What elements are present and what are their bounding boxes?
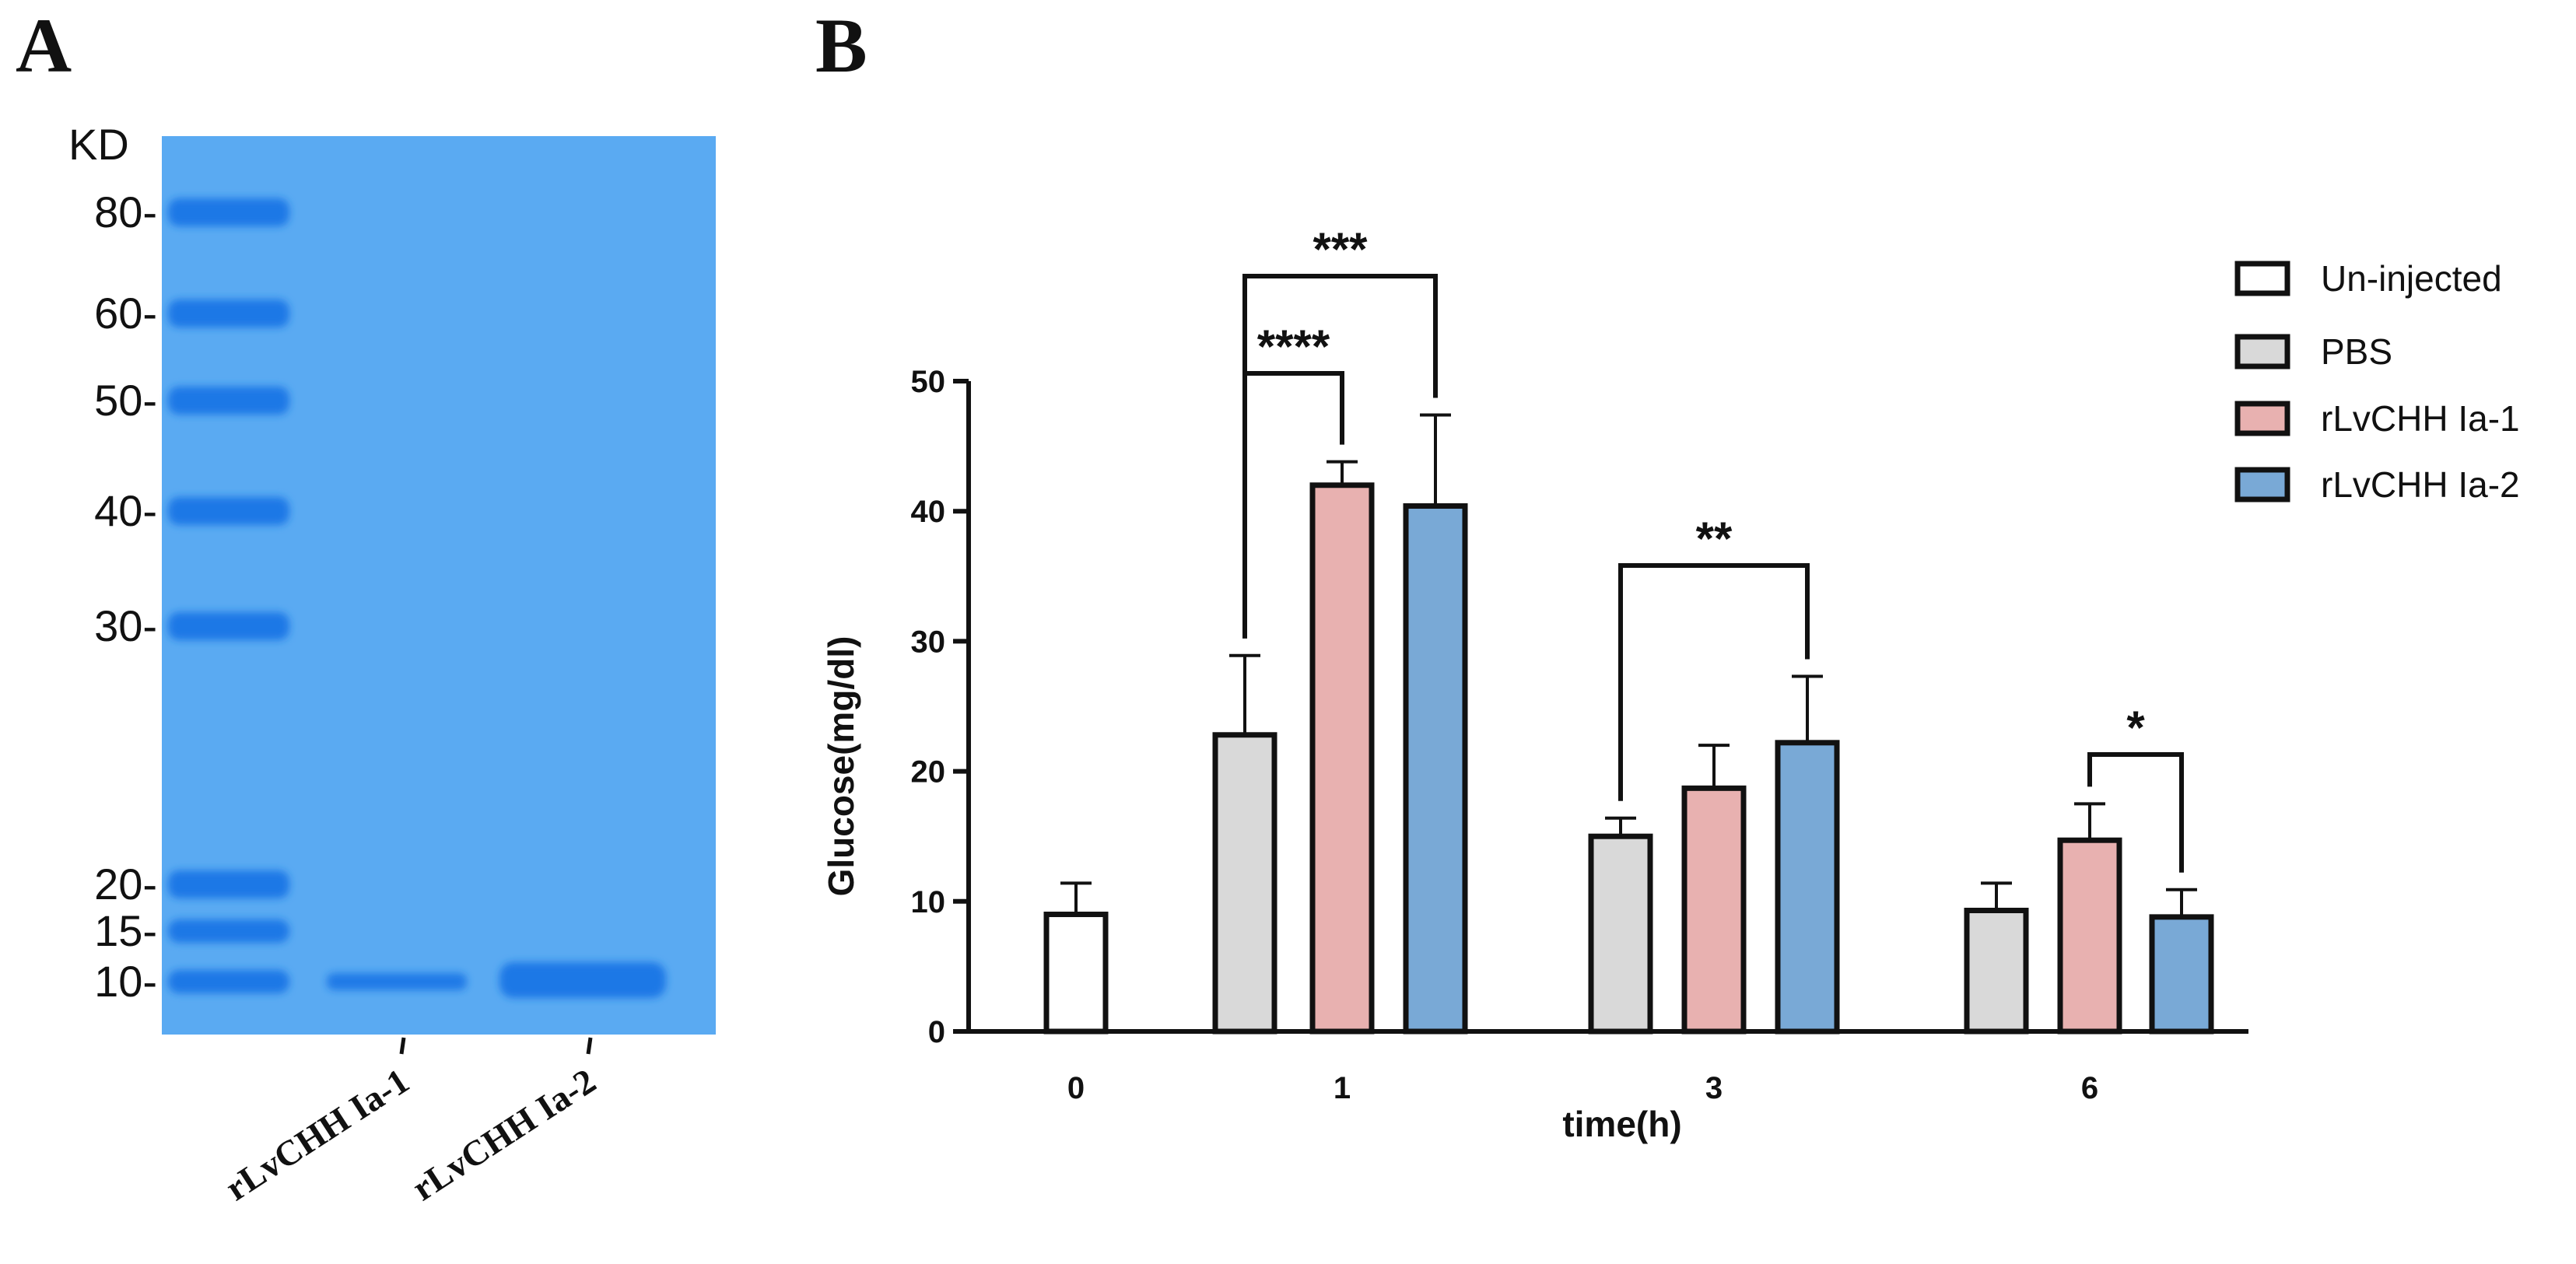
y-tick-label-10: 10 [911, 885, 946, 919]
panel-a: A KD 80- 60- 50- 40- 30- 20-15-10- rLvCHH Ia-… [16, 2, 716, 1208]
significance-bracket-3 [1618, 563, 1810, 801]
significance-bracket-2 [1242, 274, 1438, 639]
y-tick-label-20: 20 [911, 755, 946, 790]
bar-rLvCHH Ia-1-3 [1681, 785, 1747, 1035]
ladder-band-40 [168, 497, 289, 525]
error-bars [1060, 413, 2197, 917]
bar-rLvCHH Ia-2-6 [2149, 914, 2214, 1035]
ladder-band-15 [168, 919, 289, 943]
marker-label-40: 40- [94, 486, 157, 535]
legend-label-Un-injected: Un-injected [2321, 258, 2502, 299]
kd-unit-label: KD [68, 120, 129, 169]
lane-label-2: rLvCHH Ia-2 [405, 1061, 603, 1209]
legend-swatch-Un-injected [2234, 261, 2290, 296]
significance-label-2: *** [1313, 223, 1368, 275]
marker-label-15: 15- [94, 906, 157, 955]
y-tick-label-40: 40 [911, 495, 946, 529]
sds-page-gel [162, 136, 716, 1035]
legend-swatch-PBS [2234, 334, 2290, 369]
marker-label-20: 20- [94, 860, 157, 909]
x-tick-label-1: 1 [1334, 1071, 1351, 1105]
sample-band-lane-2 [499, 962, 666, 998]
significance-label-3: ** [1696, 513, 1733, 565]
bar-PBS-1 [1212, 732, 1277, 1035]
lane-label-1: rLvCHH Ia-1 [219, 1061, 416, 1209]
bar-rLvCHH Ia-1-6 [2057, 837, 2122, 1035]
panel-b-label: B [815, 2, 867, 89]
bar-rLvCHH Ia-1-1 [1309, 482, 1375, 1035]
x-tick-label-0: 0 [1067, 1071, 1085, 1105]
y-axis-title: Glucose(mg/dl) [821, 636, 861, 897]
ladder-band-30 [168, 612, 289, 640]
ladder-band-50 [168, 387, 289, 415]
marker-ladder [168, 198, 289, 993]
marker-label-50: 50- [94, 376, 157, 425]
x-axis: 0 1 3 6 [966, 1029, 2248, 1105]
ladder-band-20 [168, 870, 289, 898]
marker-label-80: 80- [94, 187, 157, 236]
bar-PBS-3 [1588, 833, 1653, 1035]
bar-rLvCHH Ia-2-3 [1775, 740, 1840, 1035]
legend-swatch-rLvCHH Ia-1 [2234, 401, 2290, 436]
legend: Un-injected PBS rLvCHH Ia-1 rLvCHH Ia-2 [2234, 258, 2520, 505]
significance-brackets: ********** [1242, 223, 2184, 873]
significance-label-1: **** [1257, 320, 1330, 373]
y-axis: 0 10 20 30 40 50 [911, 365, 971, 1049]
bars [1043, 482, 2214, 1035]
marker-label-30: 30- [94, 601, 157, 650]
bar-Un-injected-0 [1043, 912, 1109, 1035]
marker-label-10: 10- [94, 957, 157, 1006]
lane-tick-2 [586, 1037, 593, 1055]
lane-tick-1 [399, 1037, 406, 1055]
y-tick-label-30: 30 [911, 625, 946, 659]
significance-label-4: * [2126, 702, 2145, 754]
legend-swatch-rLvCHH Ia-2 [2234, 467, 2290, 502]
y-tick-label-0: 0 [928, 1015, 945, 1049]
legend-label-rLvCHH Ia-1: rLvCHH Ia-1 [2321, 398, 2520, 439]
ladder-band-60 [168, 299, 289, 327]
x-axis-title: time(h) [1562, 1104, 1681, 1144]
y-tick-label-50: 50 [911, 365, 946, 399]
ladder-band-10 [168, 970, 289, 993]
ladder-band-80 [168, 198, 289, 226]
x-tick-label-3: 3 [1705, 1071, 1723, 1105]
bar-PBS-6 [1964, 908, 2029, 1035]
legend-label-PBS: PBS [2321, 331, 2392, 372]
marker-label-60: 60- [94, 289, 157, 338]
panel-a-label: A [16, 2, 72, 89]
bar-rLvCHH Ia-2-1 [1403, 503, 1468, 1035]
significance-bracket-4 [2087, 752, 2184, 873]
marker-labels: 80- 60- 50- 40- 30- 20-15-10- [94, 187, 157, 1006]
x-tick-label-6: 6 [2081, 1071, 2098, 1105]
sample-bands [327, 962, 666, 998]
sample-band-lane-1 [327, 973, 467, 990]
legend-label-rLvCHH Ia-2: rLvCHH Ia-2 [2321, 464, 2520, 505]
